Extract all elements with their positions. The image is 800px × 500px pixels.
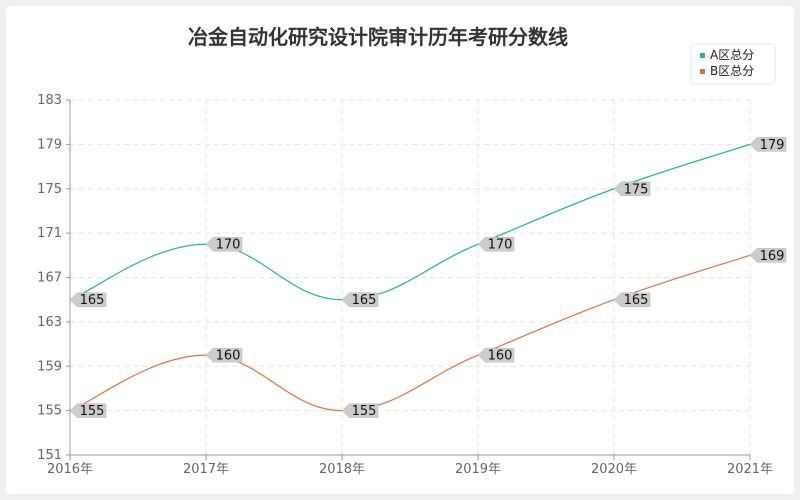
chart-panel [6,6,794,494]
data-label-tag [749,137,787,152]
data-label-tag [341,403,379,418]
data-label: 155 [69,403,107,419]
data-label-tag [205,347,243,363]
y-tick-label: 183 [37,93,62,108]
legend-item-1: A区总分 [710,48,754,62]
data-label: 165 [69,292,107,308]
data-label-tag [477,236,515,252]
data-label: 165 [341,292,379,308]
data-label-text: 169 [760,249,785,264]
data-label: 170 [205,236,243,253]
y-tick-label: 163 [37,315,62,330]
data-label-tag [69,403,107,418]
data-label: 160 [205,347,243,364]
data-labels: 165 170 165 170 175 179 155 160 155 160 165 169 [69,137,787,419]
y-tick-label: 151 [37,448,62,463]
x-tick-label: 2016年 [47,462,93,477]
data-label: 165 [613,292,651,308]
y-tick-label: 175 [37,182,62,197]
data-label-tag [205,236,243,252]
x-tick-label: 2018年 [319,462,365,477]
x-tick-label: 2017年 [183,462,229,477]
data-label-text: 160 [488,349,513,364]
legend: A区总分 B区总分 [690,43,776,85]
y-tick-label: 167 [37,271,62,286]
data-label-text: 179 [760,138,785,153]
legend-box [690,43,776,85]
x-tick-label: 2021年 [727,462,773,477]
data-label: 175 [613,181,651,197]
chart-title: 冶金自动化研究设计院审计历年考研分数线 [188,25,568,49]
axes: 151 155 159 163 167 171 175 179 183 2016年 2017年 201… [37,93,773,477]
data-label-tag [477,347,515,363]
data-label: 179 [749,137,787,153]
x-tick-label: 2020年 [591,462,637,477]
data-label-tag [613,181,651,196]
data-label-text: 175 [624,182,649,197]
y-tick-label: 159 [37,359,62,374]
data-label-text: 155 [80,404,105,419]
y-tick-label: 179 [37,137,62,152]
legend-item-2: B区总分 [710,64,754,78]
data-label-text: 170 [216,238,241,253]
legend-swatch-2 [700,69,705,74]
data-label-text: 170 [488,238,513,253]
data-label-text: 165 [352,293,377,308]
y-tick-label: 171 [37,226,62,241]
legend-swatch-1 [700,53,705,58]
data-label-tag [69,292,107,307]
data-label: 170 [477,236,515,253]
data-label-tag [341,292,379,307]
data-label-tag [613,292,651,307]
y-tick-label: 155 [37,404,62,419]
data-label: 169 [749,248,787,264]
data-label: 160 [477,347,515,364]
data-label-text: 160 [216,349,241,364]
data-label-text: 165 [80,293,105,308]
data-label-tag [749,248,787,263]
x-tick-label: 2019年 [455,462,501,477]
data-label: 155 [341,403,379,419]
data-label-text: 155 [352,404,377,419]
data-label-text: 165 [624,293,649,308]
